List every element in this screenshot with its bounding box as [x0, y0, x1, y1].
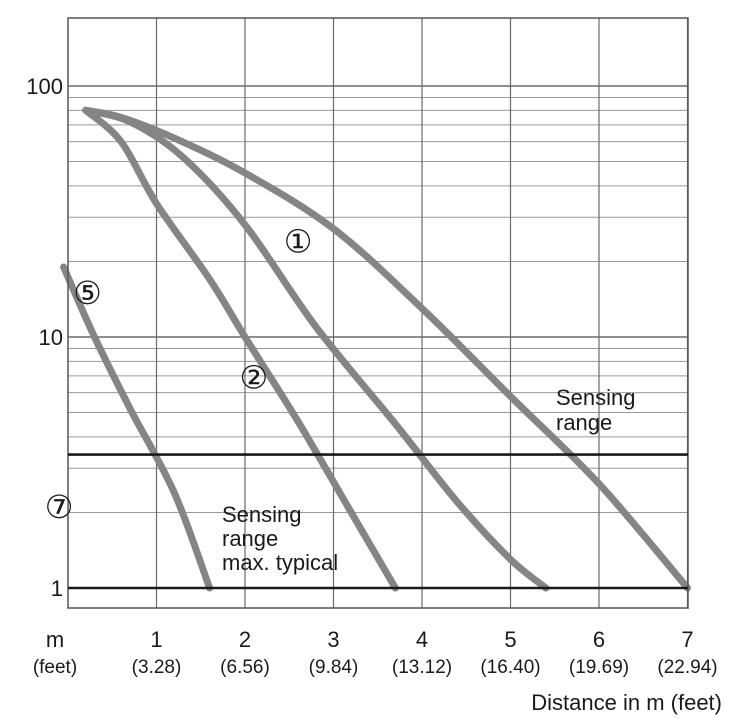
series-line-1 [82, 106, 691, 592]
x-tick-label-feet: (13.12) [392, 657, 452, 678]
x-tick-label-m: 5 [504, 627, 516, 652]
y-tick-label: 100 [26, 74, 63, 99]
series-lines [60, 106, 691, 592]
x-tick-label-feet: (19.69) [569, 657, 629, 678]
x-unit-m-label: m [46, 627, 64, 652]
sensing-range-max-label-line2: range [222, 526, 278, 551]
labels: ① ② ⑤ ⑦ 1 10 100 1 (3.28) 2 (6.56) 3 (9.84) 4 (13.12) 5… [26, 74, 717, 678]
x-unit-feet-label: (feet) [33, 657, 77, 678]
plot-frame [67, 17, 689, 609]
x-tick-label-m: 3 [327, 627, 339, 652]
series-label-1: ① [284, 224, 313, 260]
x-tick-label-m: 7 [681, 627, 693, 652]
x-tick-label-m: 2 [239, 627, 251, 652]
x-tick-label-feet: (16.40) [480, 657, 540, 678]
series-line-2 [82, 106, 550, 592]
y-tick-label: 1 [51, 576, 63, 601]
sensing-range-max-label-line1: Sensing [222, 502, 302, 527]
x-tick-label-feet: (9.84) [309, 657, 359, 678]
x-tick-label-feet: (22.94) [657, 657, 717, 678]
sensing-range-label-line1: Sensing [556, 385, 636, 410]
x-tick-label-m: 6 [593, 627, 605, 652]
x-tick-label-feet: (6.56) [220, 657, 270, 678]
grid [68, 18, 689, 608]
series-label-4: ⑦ [45, 489, 74, 525]
series-label-2: ② [240, 359, 269, 395]
series-label-3: ⑤ [73, 275, 102, 311]
x-tick-label-m: 1 [150, 627, 162, 652]
y-tick-label: 10 [39, 325, 63, 350]
sensing-range-label-line2: range [556, 410, 612, 435]
series-line-3 [82, 106, 399, 592]
series-line-4 [60, 263, 214, 592]
sensing-range-max-label-line3: max. typical [222, 550, 338, 575]
x-tick-label-feet: (3.28) [132, 657, 182, 678]
x-axis-title: Distance in m (feet) [531, 690, 722, 715]
plot-border [67, 17, 689, 609]
x-tick-label-m: 4 [416, 627, 428, 652]
